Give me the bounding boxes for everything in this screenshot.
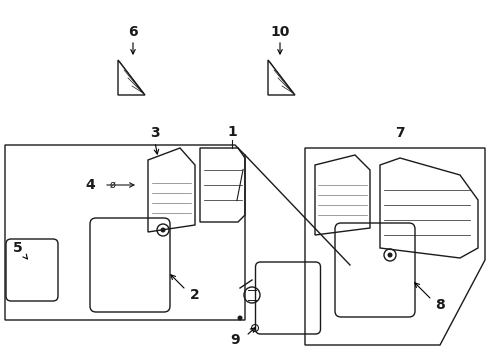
Text: ø: ø [110,180,116,190]
Text: 6: 6 [128,25,138,39]
Circle shape [238,315,243,320]
Circle shape [161,228,166,233]
Text: 2: 2 [190,288,200,302]
Text: 3: 3 [150,126,160,140]
Text: 10: 10 [270,25,290,39]
Circle shape [388,252,392,257]
Text: 1: 1 [227,125,237,139]
Text: 8: 8 [435,298,445,312]
Text: 7: 7 [395,126,405,140]
Text: 5: 5 [13,241,23,255]
Text: 9: 9 [230,333,240,347]
Text: 4: 4 [85,178,95,192]
